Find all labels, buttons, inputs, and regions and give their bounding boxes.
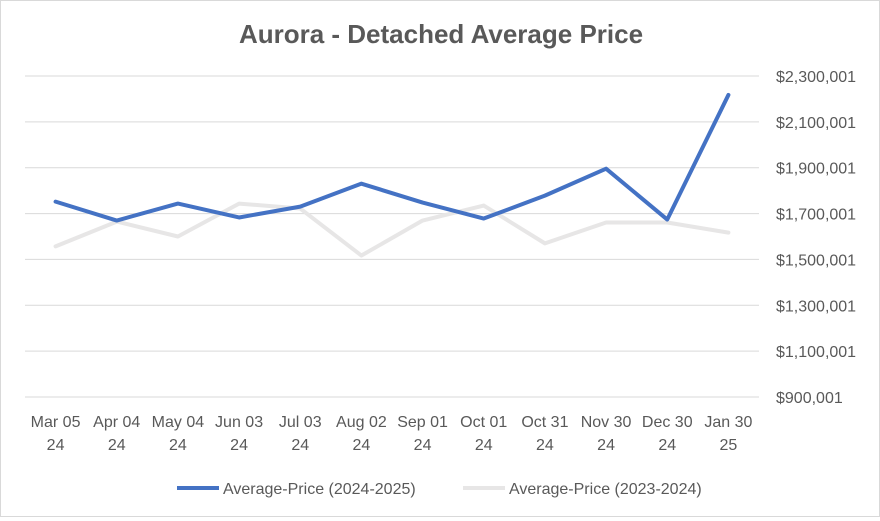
x-tick-label: May 04 bbox=[152, 414, 205, 431]
y-tick-label: $1,700,001 bbox=[776, 207, 856, 224]
x-tick-label: Oct 01 bbox=[460, 414, 507, 431]
x-tick-label: Sep 01 bbox=[397, 414, 448, 431]
x-tick-label-year: 24 bbox=[291, 437, 309, 454]
x-tick-label-year: 24 bbox=[47, 437, 65, 454]
x-tick-label: Oct 31 bbox=[521, 414, 568, 431]
x-tick-label-year: 24 bbox=[169, 437, 187, 454]
x-tick-label-year: 24 bbox=[230, 437, 248, 454]
y-tick-label: $2,300,001 bbox=[776, 69, 856, 86]
series-line-0 bbox=[56, 95, 729, 221]
legend-label: Average-Price (2023-2024) bbox=[509, 481, 702, 498]
y-tick-label: $1,100,001 bbox=[776, 344, 856, 361]
x-tick-label-year: 24 bbox=[658, 437, 676, 454]
x-tick-label: Jan 30 bbox=[704, 414, 752, 431]
y-tick-label: $1,500,001 bbox=[776, 252, 856, 269]
x-tick-label: Apr 04 bbox=[93, 414, 140, 431]
y-tick-label: $2,100,001 bbox=[776, 115, 856, 132]
x-tick-label-year: 24 bbox=[597, 437, 615, 454]
legend-label: Average-Price (2024-2025) bbox=[223, 481, 416, 498]
x-tick-label-year: 24 bbox=[108, 437, 126, 454]
y-tick-label: $1,300,001 bbox=[776, 298, 856, 315]
x-tick-label-year: 25 bbox=[720, 437, 738, 454]
x-tick-label-year: 24 bbox=[475, 437, 493, 454]
x-tick-label-year: 24 bbox=[414, 437, 432, 454]
x-tick-label-year: 24 bbox=[536, 437, 554, 454]
x-tick-label: Aug 02 bbox=[336, 414, 387, 431]
x-tick-label: Nov 30 bbox=[581, 414, 632, 431]
y-tick-label: $1,900,001 bbox=[776, 161, 856, 178]
y-tick-label: $900,001 bbox=[776, 390, 843, 407]
x-tick-label: Mar 05 bbox=[31, 414, 81, 431]
x-tick-label: Dec 30 bbox=[642, 414, 693, 431]
chart-title: Aurora - Detached Average Price bbox=[239, 19, 643, 49]
x-tick-label-year: 24 bbox=[353, 437, 371, 454]
x-tick-label: Jul 03 bbox=[279, 414, 322, 431]
x-tick-label: Jun 03 bbox=[215, 414, 263, 431]
